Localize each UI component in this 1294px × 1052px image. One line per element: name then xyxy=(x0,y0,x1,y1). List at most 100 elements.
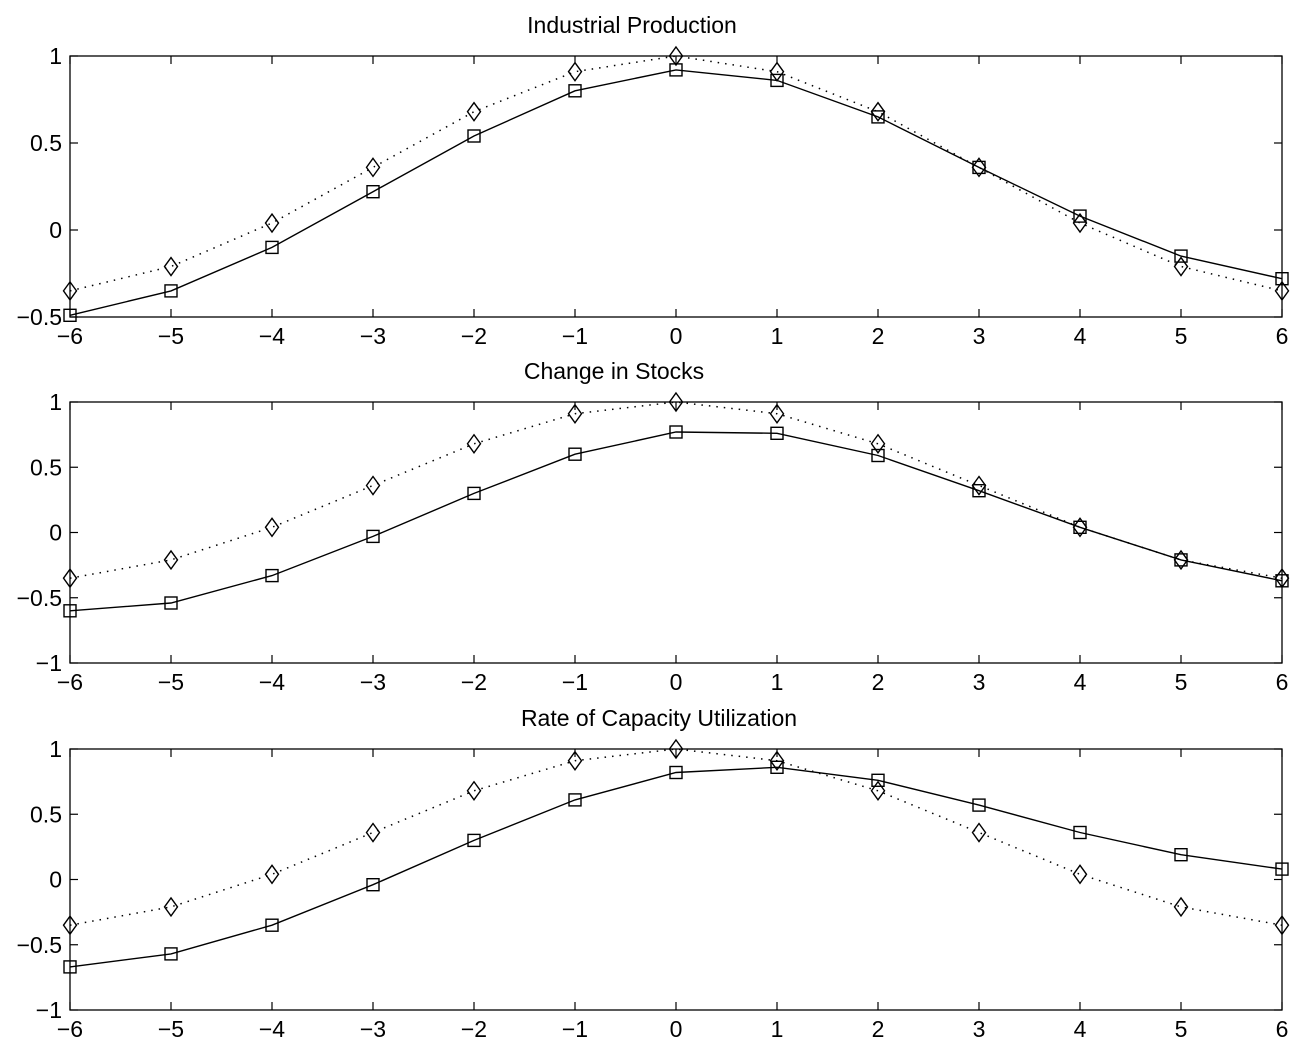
diamond-marker xyxy=(62,914,78,936)
square-marker xyxy=(164,596,178,610)
x-tick-label: −1 xyxy=(562,669,588,695)
y-tick-label: −1 xyxy=(36,997,62,1023)
y-tick-label: 1 xyxy=(49,43,62,69)
square-marker xyxy=(871,773,885,787)
square-marker xyxy=(1174,249,1188,263)
square-marker xyxy=(568,447,582,461)
x-tick-label: 0 xyxy=(670,669,683,695)
y-tick-label: −0.5 xyxy=(17,585,62,611)
square-marker xyxy=(63,308,77,322)
y-tick-label: 1 xyxy=(49,736,62,762)
diamond-marker xyxy=(163,896,179,918)
diamond-marker xyxy=(466,780,482,801)
x-tick-label: 2 xyxy=(872,669,885,695)
diamond-marker xyxy=(365,157,381,178)
square-marker xyxy=(467,833,481,848)
x-tick-label: −4 xyxy=(259,323,285,349)
x-tick-label: 5 xyxy=(1175,1016,1188,1042)
square-marker xyxy=(770,426,784,440)
x-tick-label: 2 xyxy=(872,323,885,349)
x-tick-label: −5 xyxy=(158,323,184,349)
axes-box xyxy=(69,401,1283,664)
panel-industrial-production: Industrial Production −6 −5 −4 −3 −2 −1 0 1 2 3 4 5… xyxy=(17,12,1290,349)
x-tick-label: 6 xyxy=(1276,669,1289,695)
x-tick-label: −3 xyxy=(360,323,386,349)
diamond-marker xyxy=(1173,896,1189,918)
square-marker xyxy=(972,798,986,812)
diamond-marker xyxy=(668,391,684,413)
square-marker xyxy=(467,129,481,143)
diamond-marker xyxy=(567,403,583,424)
y-tick-label: −0.5 xyxy=(17,304,62,330)
square-marker xyxy=(265,240,279,255)
diamond-marker xyxy=(1072,864,1088,885)
x-tick-label: 5 xyxy=(1175,323,1188,349)
diamond-marker xyxy=(1072,517,1088,538)
diamond-marker xyxy=(971,157,987,178)
diamond-marker xyxy=(1173,256,1189,277)
x-tick-label: −6 xyxy=(57,323,83,349)
diamond-marker xyxy=(1072,212,1088,234)
x-tick-label: 2 xyxy=(872,1016,885,1042)
diamond-marker xyxy=(365,475,381,496)
diamond-marker xyxy=(163,256,179,277)
diamond-marker xyxy=(264,517,280,538)
y-tick-label: 1 xyxy=(49,389,62,415)
x-tick-label: −5 xyxy=(158,669,184,695)
x-tick-label: −3 xyxy=(360,1016,386,1042)
diamond-marker xyxy=(971,822,987,843)
square-marker xyxy=(1275,862,1289,876)
y-tick-label: −1 xyxy=(36,650,62,676)
diamond-marker xyxy=(62,280,78,302)
x-tick-label: 4 xyxy=(1074,1016,1087,1042)
diamond-marker xyxy=(870,433,886,454)
square-marker xyxy=(366,878,380,892)
x-tick-label: 4 xyxy=(1074,323,1087,349)
x-tick-label: 3 xyxy=(973,669,986,695)
x-tick-label: 6 xyxy=(1276,323,1289,349)
x-tick-label: −6 xyxy=(57,669,83,695)
square-marker xyxy=(568,84,582,98)
square-marker xyxy=(871,448,885,463)
square-marker xyxy=(467,486,481,501)
y-tick-label: 0 xyxy=(49,520,62,546)
x-tick-label: 3 xyxy=(973,323,986,349)
diamond-marker xyxy=(870,780,886,801)
x-tick-label: −5 xyxy=(158,1016,184,1042)
square-marker xyxy=(63,960,77,974)
square-marker xyxy=(366,529,380,544)
y-tick-label: 0 xyxy=(49,867,62,893)
square-marker xyxy=(164,947,178,961)
x-tick-label: 1 xyxy=(771,669,784,695)
square-marker xyxy=(669,425,683,439)
diamond-marker xyxy=(62,567,78,589)
square-marker xyxy=(568,793,582,807)
square-marker xyxy=(265,568,279,583)
x-tick-label: 0 xyxy=(670,1016,683,1042)
diamond-marker xyxy=(264,212,280,234)
axes-box xyxy=(69,748,1283,1011)
diamond-marker xyxy=(567,61,583,82)
x-tick-label: 1 xyxy=(771,1016,784,1042)
x-tick-label: 6 xyxy=(1276,1016,1289,1042)
y-tick-label: 0.5 xyxy=(30,801,62,827)
square-marker xyxy=(972,484,986,498)
x-tick-label: 3 xyxy=(973,1016,986,1042)
diamond-marker xyxy=(769,403,785,424)
series-line-square xyxy=(69,431,1283,612)
x-tick-label: 5 xyxy=(1175,669,1188,695)
y-tick-label: 0.5 xyxy=(30,130,62,156)
panel-change-in-stocks: Change in Stocks −6 −5 −4 −3 −2 −1 0 1 2 3 4 5 6 −1 −0… xyxy=(17,358,1290,695)
square-marker xyxy=(63,604,77,618)
axes-box xyxy=(69,55,1283,318)
square-marker xyxy=(1073,825,1087,840)
diamond-marker xyxy=(870,101,886,122)
diamond-marker xyxy=(567,750,583,771)
diamond-marker xyxy=(769,750,785,771)
y-tick-label: −0.5 xyxy=(17,932,62,958)
square-marker xyxy=(265,918,279,932)
diamond-marker xyxy=(1274,567,1290,589)
x-tick-label: −2 xyxy=(461,323,487,349)
